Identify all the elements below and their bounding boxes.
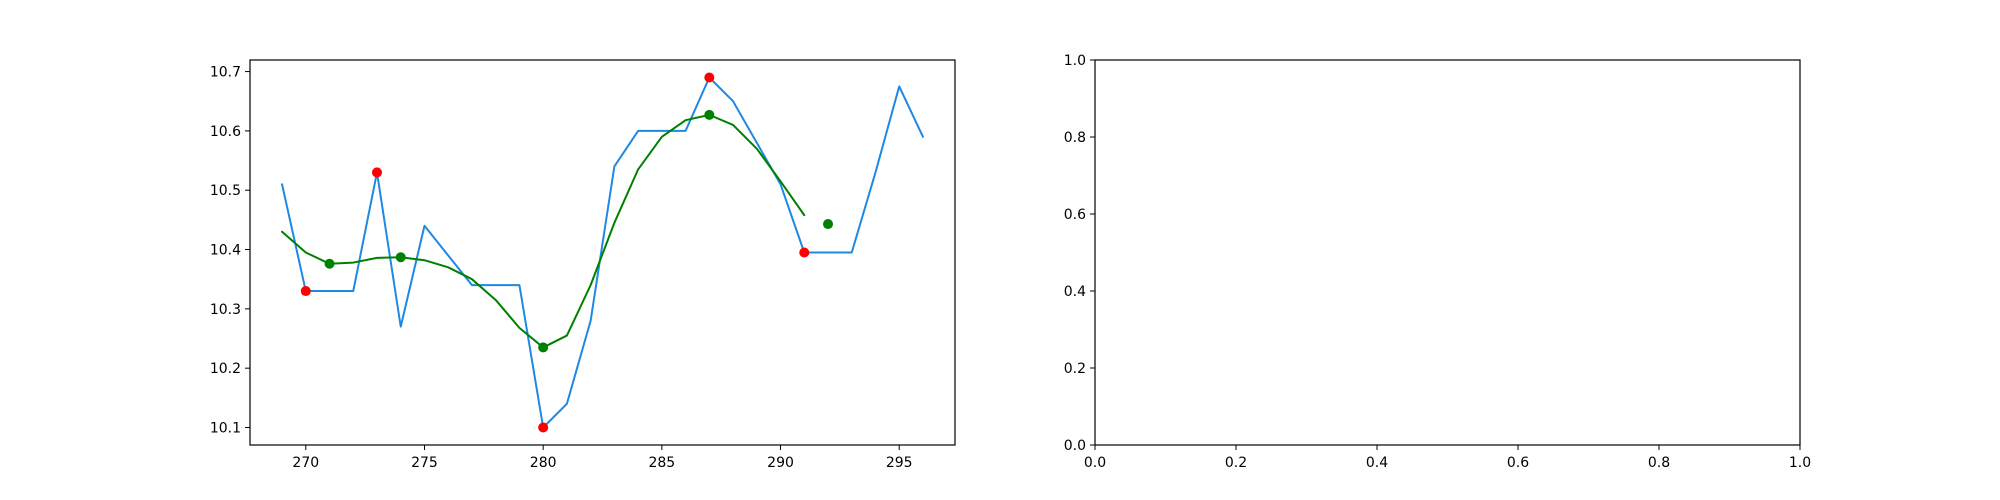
series-4-point [395, 252, 406, 263]
x-tick-label: 0.4 [1366, 455, 1388, 471]
x-tick-label: 295 [886, 455, 913, 471]
series-4-point [704, 109, 715, 120]
x-tick-label: 285 [648, 455, 675, 471]
y-tick-label: 10.7 [210, 65, 241, 81]
y-tick-label: 0.8 [1064, 130, 1086, 146]
y-tick-label: 0.4 [1064, 284, 1086, 300]
series-4-point [823, 219, 834, 230]
series-3-point [300, 286, 311, 297]
x-tick-label: 275 [411, 455, 438, 471]
y-tick-label: 10.5 [210, 183, 241, 199]
x-tick-label: 290 [767, 455, 794, 471]
series-4-point [538, 342, 549, 353]
series-2-line [281, 113, 806, 349]
axes-2: 0.0 0.2 0.4 0.6 0.8 1.0 0.0 0.2 0.4 0.6 0.8 1.0 [1064, 53, 1811, 471]
x-tick-label: 0.8 [1648, 455, 1670, 471]
y-tick-label: 0.2 [1064, 361, 1086, 377]
x-tick-label: 280 [530, 455, 557, 471]
y-tick-label: 1.0 [1064, 53, 1086, 69]
series-3-point [799, 247, 810, 258]
x-tick-label: 0.2 [1225, 455, 1247, 471]
y-tick-label: 10.4 [210, 243, 241, 259]
y-tick-label: 0.0 [1064, 438, 1086, 454]
x-tick-label: 270 [292, 455, 319, 471]
y-tick-label: 0.6 [1064, 207, 1086, 223]
y-tick-label: 10.3 [210, 302, 241, 318]
y-tick-label: 10.2 [210, 361, 241, 377]
series-3-point [371, 167, 382, 178]
series-4-point [324, 258, 335, 269]
series-3-point [538, 422, 549, 433]
y-tick-label: 10.1 [210, 421, 241, 437]
x-tick-label: 0.0 [1084, 455, 1106, 471]
axes-frame [249, 59, 956, 446]
y-tick-label: 10.6 [210, 124, 241, 140]
x-tick-label: 1.0 [1789, 455, 1811, 471]
axes-frame [1094, 59, 1801, 446]
x-tick-label: 0.6 [1507, 455, 1529, 471]
series-3-point [704, 72, 715, 83]
series-1-line [281, 76, 924, 429]
axes-1: 270 275 280 285 290 295 10.1 10.2 10.3 10.4 10.5 10… [210, 59, 956, 471]
